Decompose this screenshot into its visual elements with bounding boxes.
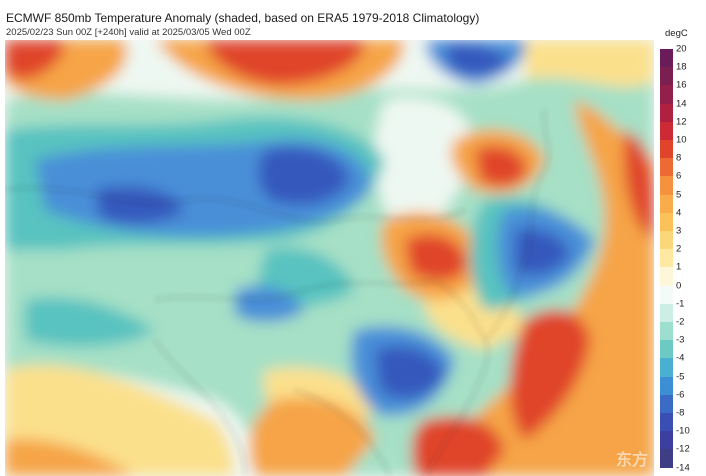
- map-subtitle: 2025/02/23 Sun 00Z [+240h] valid at 2025…: [6, 27, 251, 38]
- legend-swatch: [660, 140, 673, 159]
- legend-swatch: [660, 340, 673, 359]
- legend-tick-label: 5: [676, 189, 682, 201]
- legend-swatch: [660, 358, 673, 378]
- legend-swatch: [660, 158, 673, 177]
- legend-swatch: [660, 376, 673, 396]
- anomaly-map: [5, 40, 654, 476]
- color-legend: 20 18 16 14 12 10 8 6 5 4 3 2 1 0 -1 -2 -3 -4 -5 -6 -8 -10 -12…: [660, 43, 706, 476]
- legend-swatch: [660, 449, 673, 469]
- watermark: 东方: [615, 452, 648, 469]
- legend-tick-label: -3: [676, 334, 685, 346]
- legend-tick-label: -12: [676, 443, 690, 455]
- legend-tick-label: 16: [676, 79, 687, 91]
- legend-swatch: [660, 49, 673, 68]
- legend-tick-label: 20: [676, 43, 687, 55]
- legend-tick-label: 1: [676, 261, 682, 273]
- legend-tick-label: -2: [676, 316, 685, 328]
- legend-swatch: [660, 267, 673, 287]
- legend-swatch: [660, 103, 673, 123]
- legend-swatch: [660, 431, 673, 450]
- legend-tick-label: -14: [676, 462, 690, 474]
- legend-tick-label: 4: [676, 207, 682, 219]
- legend-tick-label: -5: [676, 371, 685, 383]
- anomaly-field: [5, 40, 654, 476]
- legend-unit: degC: [665, 28, 688, 39]
- legend-swatch: [660, 249, 673, 268]
- boundary-lines: [5, 109, 549, 476]
- legend-swatch: [660, 176, 673, 196]
- legend-tick-label: 2: [676, 243, 682, 255]
- legend-tick-label: -6: [676, 389, 685, 401]
- legend-swatch: [660, 85, 673, 105]
- legend-swatch: [660, 394, 673, 414]
- legend-swatch: [660, 231, 673, 250]
- legend-swatch: [660, 285, 673, 305]
- legend-tick-label: -4: [676, 352, 685, 364]
- legend-tick-label: -10: [676, 425, 690, 437]
- legend-tick-label: 18: [676, 61, 687, 73]
- legend-swatch: [660, 322, 673, 341]
- legend-tick-label: 6: [676, 170, 682, 182]
- legend-swatch: [660, 121, 673, 141]
- legend-swatch: [660, 212, 673, 232]
- legend-tick-label: 3: [676, 225, 682, 237]
- map-title: ECMWF 850mb Temperature Anomaly (shaded,…: [6, 11, 480, 25]
- legend-swatch: [660, 67, 673, 86]
- legend-swatch: [660, 303, 673, 323]
- legend-tick-label: 14: [676, 98, 687, 110]
- legend-tick-label: 12: [676, 116, 687, 128]
- legend-tick-label: 0: [676, 280, 682, 292]
- legend-tick-label: 8: [676, 152, 682, 164]
- legend-swatch: [660, 413, 673, 432]
- legend-tick-label: 10: [676, 134, 687, 146]
- legend-tick-label: -1: [676, 298, 685, 310]
- legend-tick-label: -8: [676, 407, 685, 419]
- legend-swatch: [660, 194, 673, 214]
